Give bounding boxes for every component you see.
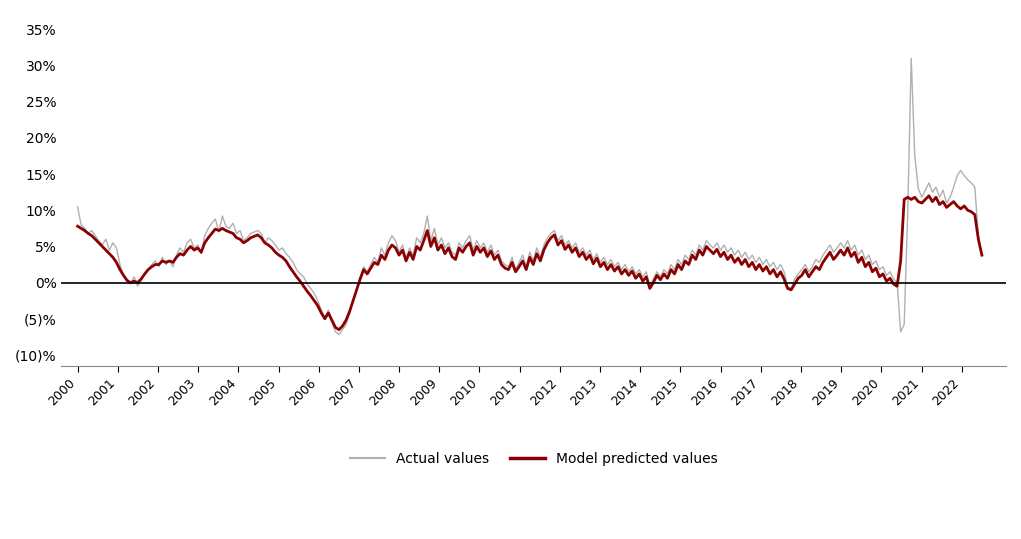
Legend: Actual values, Model predicted values: Actual values, Model predicted values xyxy=(344,446,723,471)
